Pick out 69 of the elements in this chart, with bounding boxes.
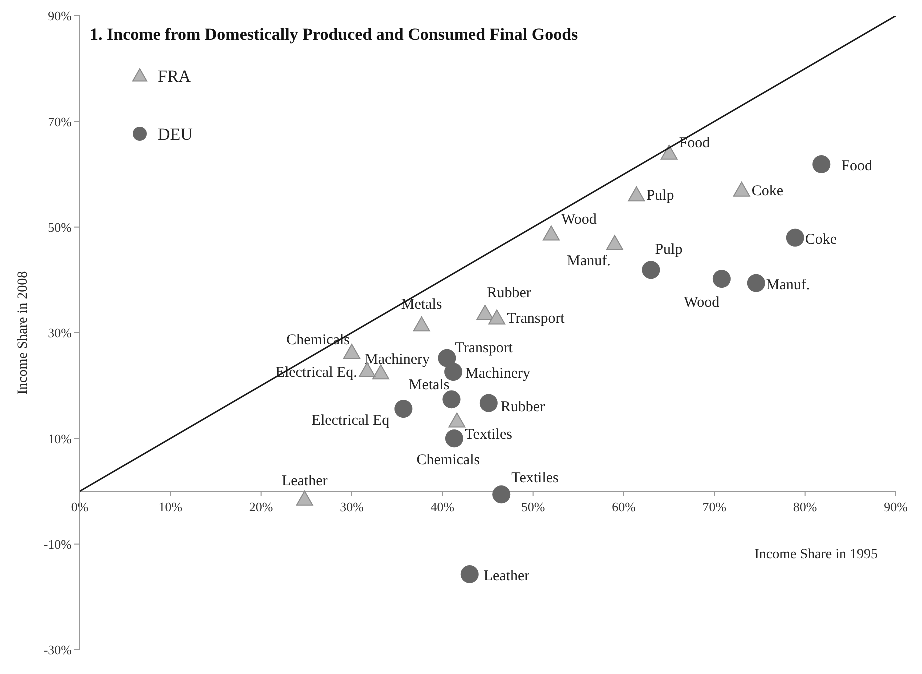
y-tick-label: 10% [48,431,72,446]
x-axis-title: Income Share in 1995 [754,547,878,562]
point [660,144,678,160]
x-tick-label: 90% [884,500,908,514]
point [628,186,646,202]
annotation: Manuf. [766,277,810,294]
point [786,228,804,247]
point [413,316,430,332]
y-tick-label: -30% [44,642,72,658]
annotation: Manuf. [567,254,611,270]
point [445,430,464,448]
annotation: Leather [484,568,530,584]
point [642,261,660,280]
point [488,310,506,325]
point [448,412,466,428]
point [476,304,494,320]
legend-label: FRA [158,67,192,86]
point [712,270,731,288]
annotation: Textiles [512,470,560,487]
annotation: Rubber [500,399,546,416]
y-tick-label: 90% [48,8,72,24]
point [747,274,766,292]
annotation: Chemicals [416,452,480,469]
x-tick-label: 0% [71,500,89,514]
point [296,490,314,506]
annotation: Wood [684,295,720,312]
x-tick-label: 80% [793,500,818,514]
x-tick-label: 20% [249,500,274,514]
annotation: Transport [455,340,514,356]
point [438,349,456,368]
annotation: Pulp [646,188,674,204]
x-tick-label: 10% [158,500,183,514]
annotation: Metals [401,297,442,314]
y-tick-label: 70% [48,114,72,130]
legend-label: DEU [158,125,193,144]
annotation: Metals [408,378,450,394]
text: 1. Income from Domestically Produced and Consumed Final Goods [90,25,579,44]
point [542,226,560,241]
annotation: Coke [805,232,838,248]
x-tick-label: 60% [612,500,636,514]
x-tick-label: 70% [702,500,727,514]
annotation: Transport [507,311,566,328]
point [460,565,479,584]
annotation: Food [842,158,873,174]
annotation: Textiles [465,427,513,444]
annotation: Pulp [655,242,683,258]
annotation: Machinery [365,352,430,368]
point [394,400,413,418]
y-tick-label: 50% [48,220,72,235]
annotation: Machinery [466,366,532,382]
annotation: Electrical Eq [312,413,390,430]
y-tick-label: 30% [48,326,72,341]
x-tick-label: 30% [340,500,364,514]
annotation: Coke [752,183,784,200]
point [480,394,498,412]
annotation: Rubber [487,285,532,302]
y-tick-label: -10% [44,536,72,552]
point [344,344,360,360]
point [606,235,624,250]
annotation: Wood [561,212,598,228]
x-tick-label: 40% [430,500,455,514]
annotation: Leather [282,473,328,490]
y-axis-title: Income Share in 2008 [16,271,31,395]
point [442,390,461,409]
annotation: Food [679,135,711,152]
point [733,182,750,197]
point [812,155,831,174]
point [492,486,511,504]
x-tick-label: 50% [521,500,546,514]
